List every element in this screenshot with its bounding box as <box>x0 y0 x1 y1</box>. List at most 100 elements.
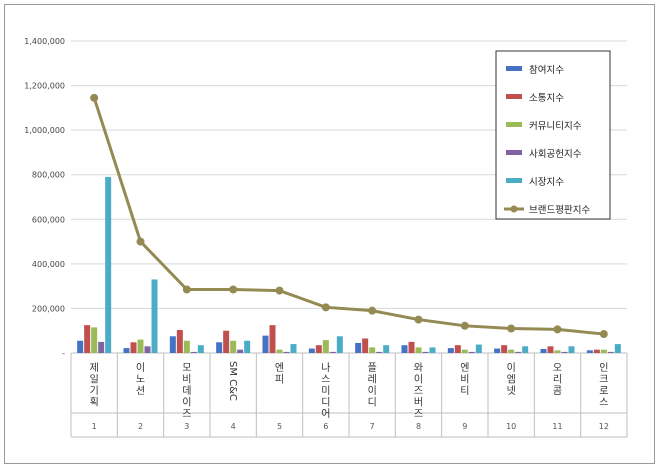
y-tick-label: 600,000 <box>32 215 65 224</box>
legend-label: 시장지수 <box>529 177 564 188</box>
bar <box>336 336 343 353</box>
bar <box>315 345 322 353</box>
legend-swatch <box>506 178 522 183</box>
bar <box>216 342 223 353</box>
bar <box>355 342 362 353</box>
y-tick-label: 1,400,000 <box>24 37 65 46</box>
bar <box>607 351 614 353</box>
line-point <box>136 237 145 246</box>
bar <box>429 347 436 353</box>
line-series <box>92 97 604 336</box>
bar <box>568 346 575 353</box>
bar <box>176 330 183 353</box>
y-tick-label: 1,000,000 <box>24 126 65 135</box>
category-index-label: 8 <box>416 422 421 431</box>
legend-label: 참여지수 <box>529 64 564 76</box>
bar <box>401 345 408 353</box>
bar <box>415 347 422 353</box>
category-index-label: 10 <box>506 422 516 431</box>
brand-reputation-chart: - 200,000 400,000 600,000 800,000 1,000,000 1,… <box>24 37 628 438</box>
legend-swatch <box>506 150 522 155</box>
category-label: SM C&C <box>227 361 238 401</box>
bar <box>91 327 98 353</box>
line-point <box>414 315 423 324</box>
line-point <box>553 325 562 334</box>
bar <box>554 350 561 353</box>
line-point <box>507 324 516 333</box>
bar <box>461 349 468 353</box>
bar <box>501 345 508 353</box>
bar <box>223 330 230 353</box>
bar <box>197 345 204 353</box>
bar <box>269 325 276 353</box>
bar <box>283 351 290 353</box>
legend-swatch <box>506 122 522 127</box>
line-point <box>368 306 377 315</box>
legend-label: 소통지수 <box>529 93 564 104</box>
bar <box>422 351 429 353</box>
bar <box>262 335 269 353</box>
bar <box>369 347 376 353</box>
bar <box>600 349 607 353</box>
bar <box>237 349 244 353</box>
category-index-label: 5 <box>277 422 282 431</box>
bar <box>190 351 197 353</box>
bar <box>151 279 158 353</box>
bar <box>383 345 390 353</box>
chart-frame: - 200,000 400,000 600,000 800,000 1,000,000 1,… <box>4 4 655 464</box>
category-index-label: 9 <box>462 422 467 431</box>
legend-label: 사회공헌지수 <box>529 149 582 160</box>
bar <box>98 341 105 353</box>
bar <box>322 340 329 353</box>
bar <box>547 346 554 353</box>
bar <box>137 339 144 353</box>
line-point <box>599 330 608 339</box>
bar <box>468 351 475 353</box>
bar <box>77 340 84 353</box>
bar <box>169 336 176 353</box>
legend-swatch <box>510 205 518 213</box>
line-point <box>460 321 469 330</box>
bar <box>522 346 529 353</box>
bar <box>329 351 336 353</box>
bar <box>454 345 461 353</box>
line-point <box>90 93 99 102</box>
bar <box>183 340 190 353</box>
y-tick-label: 1,200,000 <box>24 82 65 91</box>
bar <box>308 348 315 353</box>
bar <box>276 349 283 353</box>
bar <box>586 350 593 353</box>
category-index-label: 1 <box>92 422 97 431</box>
category-index-label: 12 <box>599 422 609 431</box>
y-tick-label: - <box>62 349 65 358</box>
line-point <box>229 285 238 294</box>
legend-label: 브랜드평판지수 <box>529 205 590 216</box>
bar <box>290 344 297 353</box>
bar <box>494 348 501 353</box>
y-tick-label: 400,000 <box>32 260 65 269</box>
y-tick-label: 200,000 <box>32 304 65 313</box>
bar <box>84 325 91 353</box>
bar <box>593 349 600 353</box>
bar <box>376 351 383 353</box>
line-point <box>321 303 330 312</box>
bar <box>515 351 522 353</box>
bar <box>130 342 137 353</box>
bar <box>540 348 547 353</box>
bar <box>447 348 454 353</box>
bar <box>144 346 151 353</box>
category-index-label: 6 <box>323 422 328 431</box>
category-index-label: 2 <box>138 422 143 431</box>
y-tick-label: 800,000 <box>32 171 65 180</box>
bar <box>105 176 112 353</box>
